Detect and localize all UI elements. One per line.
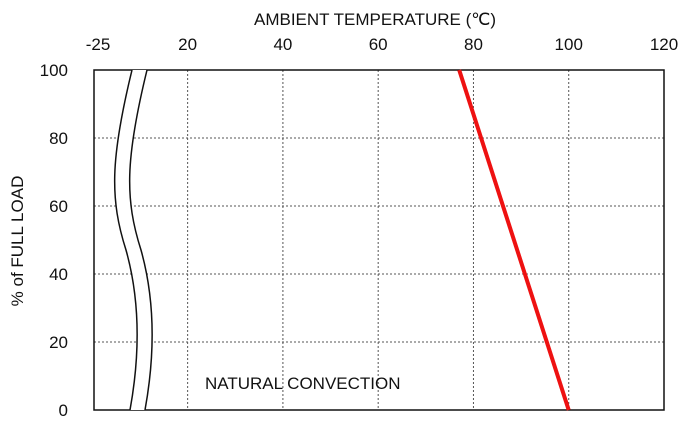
derating-line	[457, 69, 571, 411]
y-tick-label: 0	[59, 401, 68, 420]
x-tick-label: 120	[650, 35, 678, 54]
x-tick-label: 60	[369, 35, 388, 54]
y-tick-label: 80	[49, 129, 68, 148]
y-tick-label: 20	[49, 333, 68, 352]
x-tick-label: 100	[555, 35, 583, 54]
y-tick-label: 60	[49, 197, 68, 216]
y-axis-title: % of FULL LOAD	[8, 176, 27, 307]
x-tick-label: 40	[273, 35, 292, 54]
x-tick-label: 20	[178, 35, 197, 54]
x-axis-title: AMBIENT TEMPERATURE (℃)	[254, 10, 496, 29]
y-tick-label: 100	[40, 61, 68, 80]
grid-lines	[94, 70, 664, 410]
annotation-natural-convection: NATURAL CONVECTION	[205, 374, 401, 393]
plot-frame	[93, 69, 665, 411]
y-tick-label: 40	[49, 265, 68, 284]
x-tick-label: 80	[464, 35, 483, 54]
x-tick-labels: -25 20 40 60 80 100 120	[86, 35, 678, 54]
axis-break-icon	[113, 69, 153, 411]
y-tick-labels: 0 20 40 60 80 100	[40, 61, 68, 420]
series-layer	[457, 69, 571, 411]
x-tick-label: -25	[86, 35, 111, 54]
